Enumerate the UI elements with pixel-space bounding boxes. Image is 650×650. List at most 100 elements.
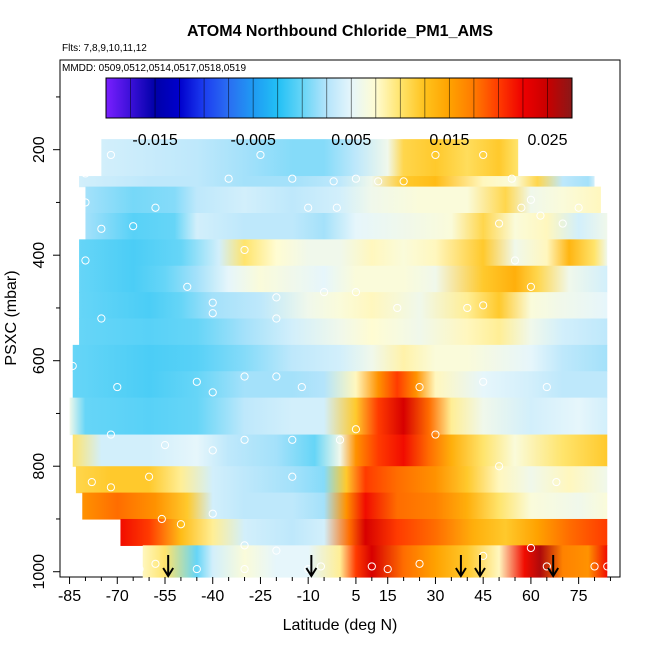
- heatmap-layer: [79, 318, 608, 346]
- heatmap-layer: [75, 466, 608, 494]
- sample-point: [192, 377, 201, 386]
- x-tick-label: -10: [297, 588, 320, 605]
- y-tick-label: 1000: [31, 554, 48, 590]
- colorbar: [105, 77, 573, 119]
- sample-point: [304, 203, 313, 212]
- sample-point: [240, 372, 249, 381]
- sample-points: [65, 150, 612, 574]
- sample-point: [383, 564, 392, 574]
- sample-point: [106, 483, 116, 492]
- sample-point: [135, 564, 144, 574]
- x-tick-label: -40: [201, 588, 224, 605]
- sample-point: [272, 372, 281, 381]
- x-tick-label: -85: [58, 588, 81, 605]
- colorbar-tick-label: 0.015: [429, 132, 469, 149]
- sample-point: [97, 314, 106, 323]
- colorbar-ticks: -0.015 -0.005 0.005 0.015 0.025: [132, 132, 567, 149]
- sample-point: [536, 211, 545, 220]
- arrow-marker: [455, 555, 467, 578]
- sample-point: [240, 245, 249, 255]
- sample-point: [599, 153, 609, 162]
- x-tick-label: -25: [249, 588, 272, 605]
- heatmap-layer: [101, 139, 519, 177]
- sample-point: [329, 177, 338, 186]
- heatmap-layer: [120, 518, 608, 546]
- sample-point: [272, 546, 281, 555]
- sample-point: [393, 303, 402, 313]
- sample-point: [332, 203, 341, 212]
- sample-point: [319, 288, 329, 297]
- sample-point: [574, 203, 583, 212]
- sample-point: [272, 314, 281, 323]
- sample-point: [129, 222, 138, 231]
- flights-label: Flts: 7,8,9,10,11,12: [62, 43, 147, 54]
- sample-point: [526, 282, 536, 291]
- sample-point: [542, 562, 551, 571]
- sample-point: [517, 203, 526, 212]
- heatmap-layer: [82, 492, 608, 520]
- sample-point: [558, 219, 567, 228]
- sample-point: [351, 425, 361, 434]
- x-tick-label: -55: [153, 588, 176, 605]
- heatmap-layer: [79, 265, 608, 293]
- colorbar-tick-label: -0.005: [230, 132, 275, 149]
- x-tick-label: 45: [474, 588, 492, 605]
- heatmap-layer: [79, 239, 608, 267]
- x-tick-label: 30: [427, 588, 445, 605]
- sample-point: [351, 174, 361, 183]
- sample-point: [297, 382, 306, 392]
- sample-point: [479, 301, 488, 310]
- y-tick-label: 800: [31, 453, 48, 480]
- x-tick-label: 5: [351, 588, 360, 605]
- colorbar-tick-label: 0.025: [527, 132, 567, 149]
- heatmap-layer: [72, 434, 608, 467]
- sample-point: [590, 562, 599, 571]
- x-tick-label: 75: [570, 588, 588, 605]
- sample-point: [208, 446, 217, 455]
- sample-point: [208, 298, 217, 307]
- x-tick-label: 15: [379, 588, 397, 605]
- sample-point: [431, 150, 440, 160]
- sample-point: [160, 441, 170, 450]
- sample-point: [65, 153, 74, 162]
- sample-point: [316, 562, 326, 571]
- sample-point: [157, 514, 166, 524]
- sample-point: [288, 174, 297, 183]
- y-tick-label: 400: [31, 242, 48, 269]
- sample-point: [144, 472, 154, 481]
- sample-point: [208, 509, 217, 518]
- heatmap-layer: [79, 292, 608, 320]
- colorbar-gradient: [105, 77, 573, 119]
- sample-point: [208, 309, 217, 318]
- sample-point: [106, 430, 116, 439]
- sample-point: [335, 435, 345, 444]
- heatmap-layer: [72, 344, 608, 372]
- y-tick-label: 600: [31, 347, 48, 374]
- sample-point: [192, 564, 201, 574]
- sample-point: [520, 158, 529, 167]
- sample-point: [351, 288, 361, 297]
- sample-point: [603, 562, 612, 571]
- x-axis-label: Latitude (deg N): [283, 617, 398, 634]
- sample-point: [494, 219, 504, 228]
- heatmap-layers: [69, 139, 608, 578]
- chart-title: ATOM4 Northbound Chloride_PM1_AMS: [187, 23, 493, 40]
- sample-point: [494, 462, 504, 471]
- heatmap-layer: [85, 212, 608, 240]
- sample-point: [288, 472, 297, 481]
- sample-point: [81, 256, 90, 265]
- sample-point: [526, 543, 536, 553]
- sample-point: [431, 430, 440, 439]
- colorbar-tick-label: -0.015: [132, 132, 177, 149]
- x-axis: -85 -70 -55 -40 -25 -10 5 15 30 45 60 75: [58, 577, 611, 605]
- sample-point: [240, 564, 249, 574]
- heatmap-layer: [85, 186, 601, 214]
- sample-point: [81, 169, 90, 178]
- sample-point: [81, 198, 90, 207]
- sample-point: [272, 293, 281, 302]
- sample-point: [183, 282, 192, 291]
- y-axis: 200 400 600 800 1000: [31, 96, 60, 590]
- sample-point: [526, 195, 536, 204]
- sample-point: [68, 361, 77, 371]
- sample-point: [224, 174, 233, 183]
